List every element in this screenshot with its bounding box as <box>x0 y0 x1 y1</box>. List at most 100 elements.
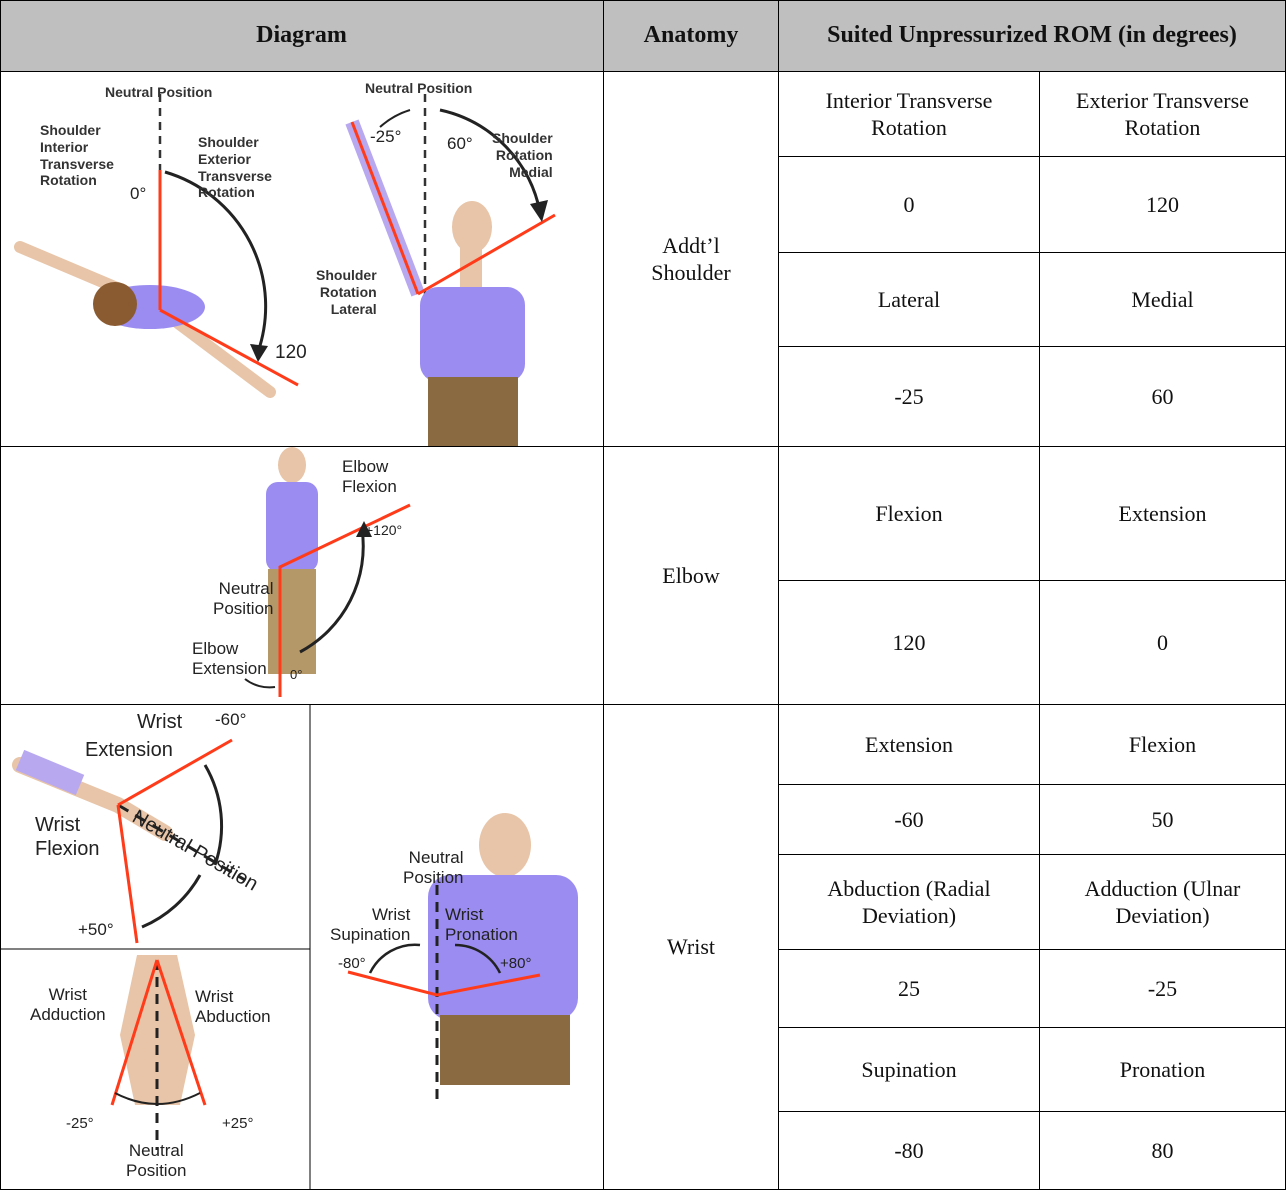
diagram-label: -25° <box>370 127 402 146</box>
arc <box>439 108 542 213</box>
rom-cell: Flexion <box>1040 705 1286 785</box>
cell-text: Addt’l Shoulder <box>651 232 731 286</box>
arc <box>244 678 276 689</box>
diagram-label: -60° <box>215 710 247 729</box>
angle-line <box>417 213 556 296</box>
rom-cell: Flexion <box>779 447 1040 581</box>
diagram-label: -80° <box>338 955 366 972</box>
pants <box>440 1015 570 1085</box>
cell-text: Medial <box>1131 286 1194 312</box>
cell-text: Interior Transverse Rotation <box>825 87 993 141</box>
anatomy-cell: Elbow <box>604 447 779 705</box>
rom-cell: 120 <box>1040 157 1286 253</box>
diagram-label: Wrist Flexion <box>35 814 100 860</box>
arrow <box>356 521 372 537</box>
rom-cell: 80 <box>1040 1112 1286 1190</box>
torso <box>266 482 318 572</box>
cell-text: Elbow <box>662 562 720 588</box>
rom-cell: Extension <box>1040 447 1286 581</box>
cell-text: -60 <box>894 806 924 832</box>
shoulder-diagram: Neutral Position Shoulder Interior Trans… <box>0 72 603 446</box>
diagram-label: Shoulder Rotation Lateral <box>316 267 377 317</box>
cell-text: 25 <box>898 975 920 1001</box>
diagram-cell <box>0 447 604 705</box>
diagram-label: Neutral Position <box>365 80 473 96</box>
angle-line <box>117 738 233 807</box>
diagram-label: -25° <box>66 1115 94 1132</box>
rom-cell: -25 <box>1040 950 1286 1028</box>
cell-text: Wrist <box>667 934 715 960</box>
shoulder-figures <box>14 94 556 446</box>
diagram-label: +80° <box>500 955 532 972</box>
diagram-label: Extension <box>85 739 173 761</box>
cell-text: Pronation <box>1119 1056 1206 1082</box>
header-cell: Suited Unpressurized ROM (in degrees) <box>779 0 1286 72</box>
head <box>452 201 492 253</box>
arrow <box>530 200 548 222</box>
arc <box>299 528 365 654</box>
angle-line <box>350 121 420 295</box>
rom-cell: 0 <box>1040 581 1286 705</box>
diagram-label: +25° <box>222 1115 254 1132</box>
elbow-figures <box>244 447 411 697</box>
diagram-label: Neutral Position <box>105 84 213 100</box>
diagram-cell <box>0 72 604 447</box>
diagram-label: Wrist Pronation <box>445 905 518 945</box>
angle-line <box>278 503 411 697</box>
rom-cell: Lateral <box>779 253 1040 347</box>
cell-text: Supination <box>861 1056 957 1082</box>
arc <box>164 170 268 353</box>
diagram-label: 0° <box>130 184 147 203</box>
arc <box>368 943 421 974</box>
head <box>278 447 306 483</box>
rom-cell: 120 <box>779 581 1040 705</box>
header-cell: Anatomy <box>604 0 779 72</box>
cell-text: Diagram <box>256 21 347 48</box>
diagram-label: Elbow Extension <box>192 639 267 679</box>
sleeve <box>15 749 85 796</box>
diagram-label: 120 <box>275 342 307 363</box>
head <box>93 282 137 326</box>
diagram-label: Shoulder Interior Transverse Rotation <box>40 122 114 189</box>
angle-line <box>347 970 541 997</box>
cell-text: -25 <box>1147 975 1178 1001</box>
diagram-label: Shoulder Rotation Medial <box>492 130 553 180</box>
diagram-label: 60° <box>447 134 473 153</box>
angle-line <box>159 308 299 387</box>
angle-line <box>110 959 159 1106</box>
arc <box>454 943 502 974</box>
diagram-label: +50° <box>78 920 114 939</box>
arc <box>141 874 202 929</box>
diagram-label: Neutral Position <box>213 579 274 619</box>
diagram-label: 0° <box>290 667 303 682</box>
diagram-label: Neutral Position <box>126 1141 187 1181</box>
wrist-figures <box>0 705 578 1190</box>
cell-text: 80 <box>1151 1137 1174 1163</box>
diagram-label: Shoulder Exterior Transverse Rotation <box>198 134 272 201</box>
arc <box>379 109 411 128</box>
anatomy-cell: Addt’l Shoulder <box>604 72 779 447</box>
diagram-label: Wrist Abduction <box>195 987 271 1027</box>
pants <box>268 569 316 674</box>
diagram-label: Wrist <box>137 711 183 733</box>
cell-text: 120 <box>1146 191 1179 217</box>
rom-cell: 50 <box>1040 785 1286 855</box>
rom-cell: -25 <box>779 347 1040 447</box>
rom-cell: Supination <box>779 1028 1040 1112</box>
cell-text: Lateral <box>877 286 941 312</box>
rom-cell: Abduction (Radial Deviation) <box>779 855 1040 950</box>
rom-cell: -60 <box>779 785 1040 855</box>
cell-text: -80 <box>894 1137 924 1163</box>
cell-text: Flexion <box>875 500 943 526</box>
cell-text: Extension <box>1118 500 1207 526</box>
cell-text: Adduction (Ulnar Deviation) <box>1084 875 1241 929</box>
rom-cell: Medial <box>1040 253 1286 347</box>
elbow-diagram: Elbow Flexion +120° Neutral Position Elb… <box>0 447 603 704</box>
angle-line <box>155 959 207 1106</box>
rom-cell: Exterior Transverse Rotation <box>1040 72 1286 157</box>
cell-text: 60 <box>1151 383 1174 409</box>
rom-cell: Adduction (Ulnar Deviation) <box>1040 855 1286 950</box>
cell-text: 120 <box>892 629 926 655</box>
arrow <box>250 344 268 362</box>
rom-cell: -80 <box>779 1112 1040 1190</box>
